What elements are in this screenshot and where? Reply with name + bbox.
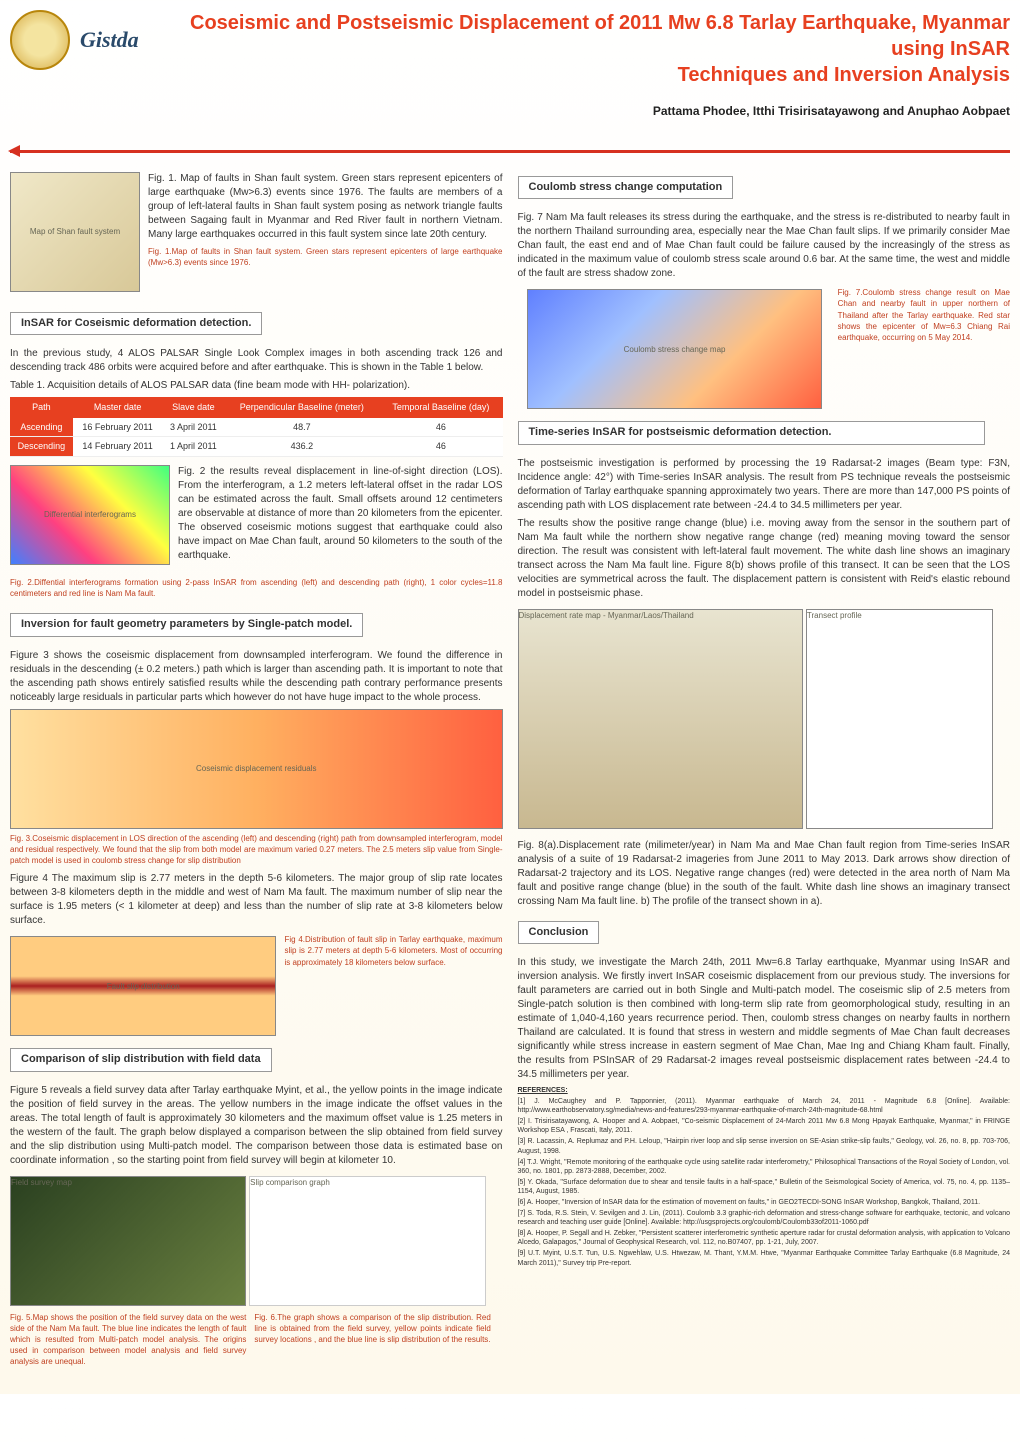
cell: 436.2	[224, 437, 379, 457]
timeseries-p2: The results show the positive range chan…	[518, 517, 1011, 601]
table1-header-row: Path Master date Slave date Perpendicula…	[10, 397, 503, 418]
cell: 14 February 2011	[73, 437, 163, 457]
section-conclusion: Conclusion	[518, 921, 600, 944]
th-path: Path	[10, 397, 73, 418]
fig1-image: Map of Shan fault system	[10, 172, 140, 292]
university-logo	[10, 10, 70, 70]
cell-desc-path: Descending	[10, 437, 73, 457]
table1-caption: Table 1. Acquisition details of ALOS PAL…	[10, 379, 503, 393]
fig5-image: Field survey map	[10, 1176, 246, 1306]
fig2-block: Differential interferograms Fig. 2 the r…	[10, 461, 503, 569]
fig1-block: Map of Shan fault system Fig. 1. Map of …	[10, 168, 503, 296]
cell: 46	[379, 418, 502, 437]
th-perp: Perpendicular Baseline (meter)	[224, 397, 379, 418]
inversion-p1: Figure 3 shows the coseismic displacemen…	[10, 649, 503, 705]
fig4-caption: Fig 4.Distribution of fault slip in Tarl…	[284, 934, 502, 968]
ref-item: [7] S. Toda, R.S. Stein, V. Sevilgen and…	[518, 1209, 1011, 1227]
th-master: Master date	[73, 397, 163, 418]
main-columns: Map of Shan fault system Fig. 1. Map of …	[10, 168, 1010, 1374]
th-temp: Temporal Baseline (day)	[379, 397, 502, 418]
section-inversion: Inversion for fault geometry parameters …	[10, 613, 363, 636]
title-line-1: Coseismic and Postseismic Displacement o…	[190, 12, 1010, 60]
left-column: Map of Shan fault system Fig. 1. Map of …	[10, 168, 503, 1374]
timeseries-p1: The postseismic investigation is perform…	[518, 457, 1011, 513]
section-timeseries: Time-series InSAR for postseismic deform…	[518, 421, 986, 444]
fig4-image: Fault slip distribution	[10, 936, 276, 1036]
section-insar-coseismic: InSAR for Coseismic deformation detectio…	[10, 312, 262, 335]
ref-item: [2] I. Trisirisatayawong, A. Hooper and …	[518, 1117, 1011, 1135]
right-column: Coulomb stress change computation Fig. 7…	[518, 168, 1011, 1374]
th-slave: Slave date	[162, 397, 224, 418]
ref-item: [3] R. Lacassin, A. Replumaz and P.H. Le…	[518, 1137, 1011, 1155]
fig7-caption: Fig. 7.Coulomb stress change result on M…	[838, 287, 1010, 343]
section-comparison: Comparison of slip distribution with fie…	[10, 1048, 272, 1071]
poster-header: Gistda Coseismic and Postseismic Displac…	[10, 0, 1010, 135]
inversion-p2: Figure 4 The maximum slip is 2.77 meters…	[10, 872, 503, 928]
cell: 3 April 2011	[162, 418, 224, 437]
authors: Pattama Phodee, Itthi Trisirisatayawong …	[10, 103, 1010, 120]
fig6-image: Slip comparison graph	[249, 1176, 485, 1306]
table-row: Descending 14 February 2011 1 April 2011…	[10, 437, 503, 457]
table-row: Ascending 16 February 2011 3 April 2011 …	[10, 418, 503, 437]
fig56-row: Field survey map Slip comparison graph	[10, 1172, 503, 1310]
references-block: REFERENCES: [1] J. McCaughey and P. Tapp…	[518, 1086, 1011, 1268]
cell: 1 April 2011	[162, 437, 224, 457]
references-title: REFERENCES:	[518, 1086, 1011, 1095]
fig2-caption-small: Fig. 2.Diffential interferograms formati…	[10, 577, 503, 599]
cell: 48.7	[224, 418, 379, 437]
fig2-image: Differential interferograms	[10, 465, 170, 565]
conclusion-p1: In this study, we investigate the March …	[518, 956, 1011, 1082]
header-logos: Gistda	[10, 10, 139, 70]
fig6-caption: Fig. 6.The graph shows a comparison of t…	[254, 1312, 490, 1368]
fig8b-image: Transect profile	[806, 609, 993, 829]
cell-asc-path: Ascending	[10, 418, 73, 437]
cell: 16 February 2011	[73, 418, 163, 437]
fig7-image: Coulomb stress change map	[527, 289, 823, 409]
ref-item: [9] U.T. Myint, U.S.T. Tun, U.S. Ngwehla…	[518, 1249, 1011, 1267]
insar-coseismic-p1: In the previous study, 4 ALOS PALSAR Sin…	[10, 347, 503, 375]
fig3-caption: Fig. 3.Coseismic displacement in LOS dir…	[10, 833, 503, 867]
fig8-row: Displacement rate map - Myanmar/Laos/Tha…	[518, 605, 1011, 833]
gistda-logo: Gistda	[80, 25, 139, 56]
fig8-caption: Fig. 8(a).Displacement rate (milimeter/y…	[518, 839, 1011, 909]
comparison-p1: Figure 5 reveals a field survey data aft…	[10, 1084, 503, 1168]
cell: 46	[379, 437, 502, 457]
fig8a-image: Displacement rate map - Myanmar/Laos/Tha…	[518, 609, 804, 829]
table1: Path Master date Slave date Perpendicula…	[10, 397, 503, 457]
ref-item: [1] J. McCaughey and P. Tapponnier, (201…	[518, 1097, 1011, 1115]
title-line-2: Techniques and Inversion Analysis	[678, 64, 1010, 86]
coulomb-p1: Fig. 7 Nam Ma fault releases its stress …	[518, 211, 1011, 281]
ref-item: [4] T.J. Wright, "Remote monitoring of t…	[518, 1158, 1011, 1176]
fig5-caption: Fig. 5.Map shows the position of the fie…	[10, 1312, 246, 1368]
poster-title: Coseismic and Postseismic Displacement o…	[190, 10, 1010, 88]
ref-item: [6] A. Hooper, "Inversion of InSAR data …	[518, 1198, 1011, 1207]
fig3-image: Coseismic displacement residuals	[10, 709, 503, 829]
ref-item: [5] Y. Okada, "Surface deformation due t…	[518, 1178, 1011, 1196]
section-coulomb: Coulomb stress change computation	[518, 176, 734, 199]
divider-arrow	[10, 150, 1010, 153]
ref-item: [8] A. Hooper, P. Segall and H. Zebker, …	[518, 1229, 1011, 1247]
